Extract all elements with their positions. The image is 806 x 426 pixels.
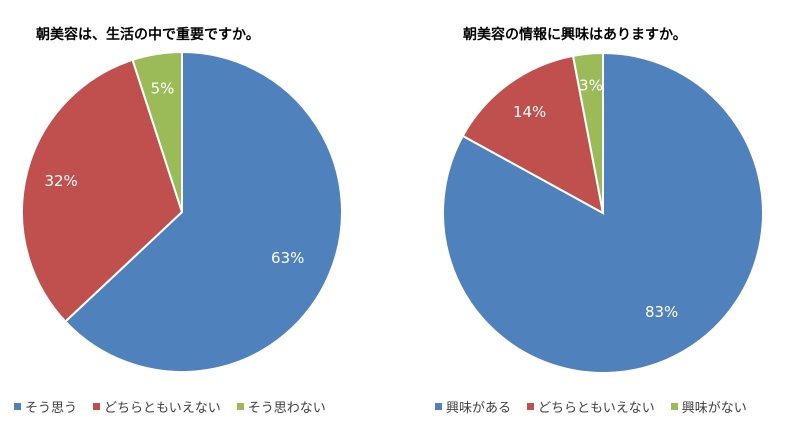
chart-title: 朝美容は、生活の中で重要ですか。 [36, 27, 260, 43]
legend-swatch [93, 403, 101, 410]
legend-label: そう思う [25, 401, 78, 416]
pie-chart-2: 朝美容の情報に興味はありますか。 83% 14% 3% 興味がある どちらともいえな… [403, 0, 806, 426]
pie-slice [571, 51, 604, 214]
data-label: 83% [645, 303, 678, 321]
legend-item: そう思わない [236, 397, 326, 416]
pie-slice [63, 50, 343, 373]
pie-chart-1: 朝美容は、生活の中で重要ですか。 63% 32% 5% そう思う どちらともいえない… [14, 27, 343, 416]
chart-title: 朝美容の情報に興味はありますか。 [463, 27, 687, 43]
legend-item: 興味がある [435, 397, 511, 416]
legend-swatch [670, 403, 678, 410]
legend-item: そう思う [14, 397, 77, 416]
data-label: 5% [151, 80, 175, 98]
data-label: 63% [271, 249, 304, 267]
legend-swatch [527, 403, 535, 410]
legend-item: 興味がない [670, 397, 747, 416]
legend-swatch [435, 403, 442, 410]
legend: 興味がある どちらともいえない 興味がない [435, 397, 763, 416]
legend-swatch [14, 403, 21, 410]
legend-item: どちらともいえない [527, 397, 655, 416]
pie-slice [461, 54, 605, 215]
legend-label: どちらともいえない [538, 401, 655, 416]
legend-swatch [236, 403, 244, 410]
legend-label: そう思わない [247, 401, 326, 416]
legend-label: 興味がある [446, 401, 512, 416]
legend-label: どちらともいえない [104, 401, 221, 416]
pie-plot: 63% 32% 5% [21, 50, 343, 373]
legend: そう思う どちらともいえない そう思わない [14, 397, 342, 416]
legend-item: どちらともいえない [93, 397, 221, 416]
data-label: 32% [44, 172, 77, 190]
legend-label: 興味がない [681, 401, 747, 416]
pie-slice [21, 58, 184, 323]
pie-plot: 83% 14% 3% [442, 51, 764, 374]
pie-slice [131, 50, 183, 213]
data-label: 3% [579, 77, 603, 95]
data-label: 14% [513, 103, 546, 121]
